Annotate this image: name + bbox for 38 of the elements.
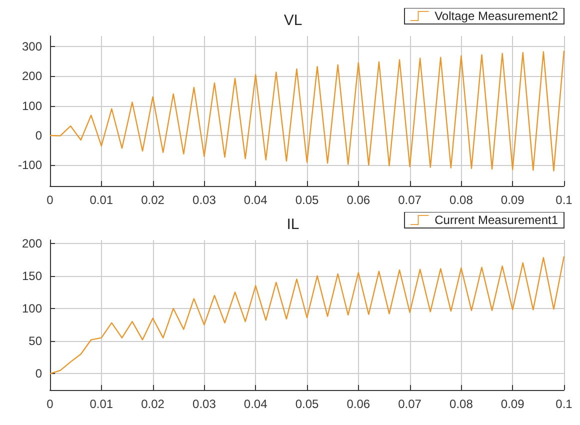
y-tick-label: 300 xyxy=(22,39,42,54)
x-tick-label: 0.01 xyxy=(90,193,114,207)
y-tick-label: 100 xyxy=(22,301,42,316)
x-tick-label: 0.09 xyxy=(500,193,525,207)
x-tick-label: 0.05 xyxy=(295,397,319,411)
x-tick-label: 0.08 xyxy=(450,397,474,411)
x-tick-label: 0.05 xyxy=(295,193,319,207)
y-tick-label: 0 xyxy=(35,128,42,143)
y-tick-label: -100 xyxy=(18,158,42,172)
x-tick-label: 0.08 xyxy=(450,193,474,207)
x-tick-label: 0.04 xyxy=(244,193,268,207)
y-tick-label: 200 xyxy=(22,236,42,250)
legend-label: Voltage Measurement2 xyxy=(434,9,558,23)
y-tick-label: 150 xyxy=(22,268,42,283)
x-tick-label: 0.06 xyxy=(346,193,370,207)
x-tick-label: 0.09 xyxy=(500,397,525,411)
x-tick-label: 0.02 xyxy=(141,193,165,207)
x-tick-label: 0.01 xyxy=(90,397,114,411)
y-tick-label: 50 xyxy=(28,334,42,348)
chart-title: IL xyxy=(286,216,300,233)
x-tick-label: 0.07 xyxy=(398,397,422,411)
line-series xyxy=(49,50,565,172)
x-tick-label: 0.1 xyxy=(556,397,573,411)
x-tick-label: 0 xyxy=(46,397,54,411)
y-tick-label: 200 xyxy=(22,69,42,84)
x-tick-label: 0.07 xyxy=(398,193,422,207)
y-tick-label: 100 xyxy=(22,98,42,113)
x-tick-label: 0.1 xyxy=(556,193,573,207)
y-tick-label: 0 xyxy=(35,366,42,381)
x-tick-label: 0.04 xyxy=(244,397,268,411)
x-tick-label: 0.02 xyxy=(141,397,165,411)
x-tick-label: 0 xyxy=(46,193,54,207)
x-tick-label: 0.06 xyxy=(346,397,370,411)
legend-label: Current Measurement1 xyxy=(434,213,558,227)
x-tick-label: 0.03 xyxy=(192,397,216,411)
chart-title: VL xyxy=(284,12,302,29)
x-tick-label: 0.03 xyxy=(192,193,216,207)
line-series xyxy=(49,256,565,374)
